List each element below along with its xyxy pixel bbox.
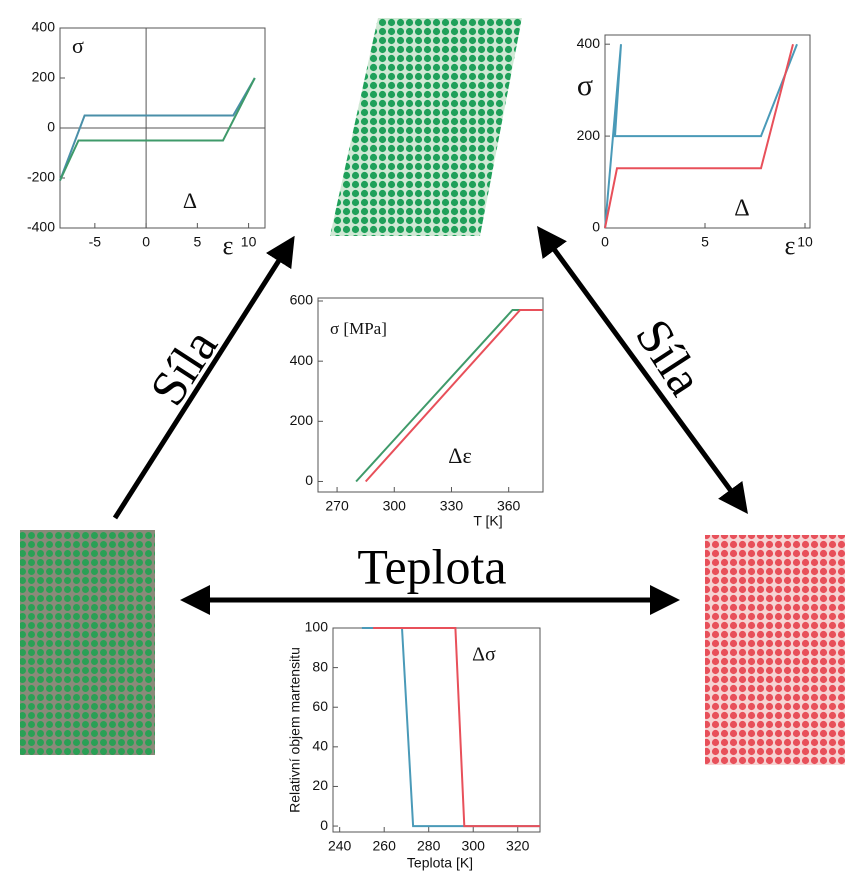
y-tick-label: -200 bbox=[27, 169, 55, 185]
temperature-label: Teplota bbox=[357, 538, 506, 594]
plot-label: σ bbox=[577, 69, 593, 102]
plot-label: σ bbox=[72, 33, 84, 58]
x-tick-label: 270 bbox=[325, 498, 349, 514]
y-tick-label: 200 bbox=[577, 127, 601, 143]
plot-frame bbox=[333, 628, 540, 832]
x-tick-label: 5 bbox=[193, 234, 201, 250]
x-tick-label: 300 bbox=[383, 498, 407, 514]
plot-label: ε bbox=[223, 231, 234, 260]
x-tick-label: 240 bbox=[328, 838, 352, 854]
y-tick-label: 400 bbox=[290, 352, 314, 368]
y-axis-label: Relativní objem martensitu bbox=[287, 647, 303, 813]
y-tick-label: 0 bbox=[320, 817, 328, 833]
x-tick-label: 280 bbox=[417, 838, 441, 854]
x-axis-label: Teplota [K] bbox=[407, 855, 473, 871]
y-tick-label: 200 bbox=[32, 69, 56, 85]
plot-label: Δ bbox=[734, 196, 749, 222]
plot-label: Δσ bbox=[472, 644, 496, 666]
x-tick-label: 260 bbox=[373, 838, 397, 854]
lattice-martensite bbox=[20, 530, 155, 755]
y-tick-label: 0 bbox=[592, 219, 600, 235]
y-tick-label: 200 bbox=[290, 412, 314, 428]
diagram: Síla Síla Teplota -50510-400-2000200400σ… bbox=[0, 0, 846, 874]
x-tick-label: 300 bbox=[462, 838, 486, 854]
arrow bbox=[540, 230, 745, 510]
y-tick-label: -400 bbox=[27, 219, 55, 235]
x-tick-label: -5 bbox=[89, 234, 102, 250]
y-tick-label: 400 bbox=[577, 35, 601, 51]
x-axis-label: T [K] bbox=[473, 513, 502, 529]
y-tick-label: 20 bbox=[312, 777, 328, 793]
y-tick-label: 400 bbox=[32, 19, 56, 35]
y-tick-label: 0 bbox=[47, 119, 55, 135]
plot-label: ε bbox=[785, 231, 796, 260]
plot-label: σ [MPa] bbox=[330, 319, 387, 338]
x-tick-label: 360 bbox=[497, 498, 521, 514]
x-tick-label: 0 bbox=[601, 234, 609, 250]
plot-label: Δε bbox=[448, 443, 471, 468]
y-tick-label: 60 bbox=[312, 698, 328, 714]
y-tick-label: 80 bbox=[312, 658, 328, 674]
x-tick-label: 5 bbox=[701, 234, 709, 250]
force-label: Síla bbox=[139, 319, 228, 415]
y-tick-label: 40 bbox=[312, 738, 328, 754]
plot-label: Δ bbox=[183, 188, 197, 213]
y-tick-label: 100 bbox=[305, 619, 329, 635]
x-tick-label: 320 bbox=[506, 838, 530, 854]
x-tick-label: 0 bbox=[142, 234, 150, 250]
lattice-austenite bbox=[705, 535, 845, 765]
y-tick-label: 600 bbox=[290, 292, 314, 308]
x-tick-label: 330 bbox=[440, 498, 464, 514]
lattice-sheared bbox=[330, 18, 522, 236]
x-tick-label: 10 bbox=[797, 234, 813, 250]
x-tick-label: 10 bbox=[241, 234, 257, 250]
plot-frame bbox=[605, 35, 810, 228]
y-tick-label: 0 bbox=[305, 472, 313, 488]
force-label: Síla bbox=[625, 309, 714, 405]
